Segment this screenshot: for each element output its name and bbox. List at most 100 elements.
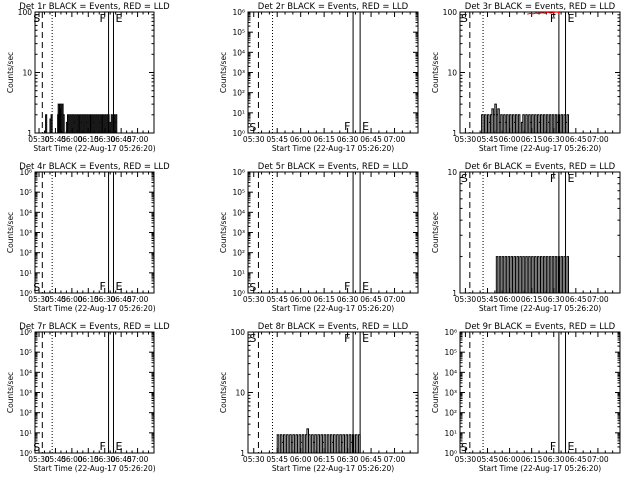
x-tick-label: 05:30 [28, 455, 50, 464]
x-tick-label: 06:15 [313, 295, 335, 304]
y-tick-label: 10¹ [232, 269, 245, 278]
x-tick-label: 06:00 [499, 455, 521, 464]
x-tick-label: 06:30 [94, 135, 116, 144]
x-tick-label: 06:45 [110, 295, 132, 304]
e-marker-label: E [568, 12, 575, 25]
x-tick-label: 06:00 [499, 135, 521, 144]
y-axis-label: Counts/sec [6, 372, 15, 413]
plot-frame [34, 331, 155, 454]
x-tick-label: 06:00 [61, 295, 83, 304]
lld-series [527, 11, 560, 15]
y-axis-label: Counts/sec [219, 372, 228, 413]
x-tick-label: 07:00 [384, 135, 406, 144]
y-tick-label: 10² [232, 89, 245, 98]
y-tick-label: 10 [22, 69, 32, 78]
panel-det-1: Det 1r BLACK = Events, RED = LLD 1 10 100 Co… [6, 2, 170, 153]
x-tick-label: 05:30 [243, 135, 265, 144]
x-tick-label: 05:30 [455, 135, 477, 144]
y-axis-label: Counts/sec [431, 212, 440, 253]
start-marker-label: S [33, 12, 40, 25]
x-tick-label: 05:45 [266, 295, 288, 304]
e-marker-label: E [362, 332, 369, 345]
x-tick-label: 06:45 [360, 135, 382, 144]
x-axis-label: Start Time (22-Aug-17 05:26:20) [33, 144, 155, 153]
y-tick-label: 10⁰ [444, 449, 457, 458]
e-marker-label: E [115, 280, 122, 293]
x-tick-label: 05:30 [28, 295, 50, 304]
x-tick-label: 06:45 [360, 455, 382, 464]
x-tick-label: 07:00 [587, 455, 609, 464]
y-axis-label: Counts/sec [6, 52, 15, 93]
f-marker-label: F [550, 440, 556, 453]
x-tick-label: 06:30 [94, 295, 116, 304]
y-tick-label: 10⁵ [19, 188, 32, 197]
f-marker-label: F [344, 280, 350, 293]
start-marker-label: S [461, 172, 468, 185]
x-tick-label: 06:30 [543, 295, 565, 304]
panel-title: Det 5r BLACK = Events, RED = LLD [258, 162, 409, 172]
x-tick-label: 06:45 [565, 295, 587, 304]
e-marker-label: E [115, 440, 122, 453]
y-tick-label: 10⁶ [19, 328, 32, 337]
x-tick-label: 06:30 [337, 455, 359, 464]
panel-det-6: Det 6r BLACK = Events, RED = LLD 1 10 Count… [431, 162, 621, 313]
y-tick-label: 10⁴ [232, 48, 245, 57]
x-tick-label: 06:00 [499, 295, 521, 304]
y-tick-label: 1 [27, 129, 32, 138]
panel-title: Det 3r BLACK = Events, RED = LLD [465, 2, 616, 12]
x-tick-label: 05:45 [45, 455, 67, 464]
x-tick-label: 06:00 [61, 455, 83, 464]
start-marker-label: S [249, 121, 256, 134]
panel-title: Det 2r BLACK = Events, RED = LLD [258, 2, 409, 12]
x-tick-label: 06:30 [543, 455, 565, 464]
y-axis-label: Counts/sec [6, 212, 15, 253]
panel-title: Det 8r BLACK = Events, RED = LLD [258, 322, 409, 332]
x-tick-label: 06:15 [313, 135, 335, 144]
y-tick-label: 10⁵ [232, 188, 245, 197]
y-tick-label: 10 [447, 69, 457, 78]
e-marker-label: E [568, 440, 575, 453]
y-tick-label: 10³ [19, 229, 32, 238]
panel-title: Det 1r BLACK = Events, RED = LLD [19, 2, 170, 12]
x-tick-label: 07:00 [127, 135, 149, 144]
panel-det-9: Det 9r BLACK = Events, RED = LLD 10⁰ 10¹ 10… [431, 322, 621, 473]
x-tick-label: 06:15 [77, 295, 99, 304]
f-marker-label: F [344, 332, 350, 345]
x-tick-label: 06:30 [94, 455, 116, 464]
panel-det-2: Det 2r BLACK = Events, RED = LLD 10⁰ 10¹ 10… [219, 2, 419, 153]
x-tick-label: 07:00 [587, 295, 609, 304]
y-tick-label: 10⁰ [232, 129, 245, 138]
panel-det-7: Det 7r BLACK = Events, RED = LLD 10⁰ 10¹ 10… [6, 322, 170, 473]
plot-frame [459, 331, 621, 454]
x-tick-label: 05:45 [45, 135, 67, 144]
start-marker-label: S [461, 441, 468, 454]
events-series [45, 103, 118, 134]
x-tick-label: 06:15 [77, 455, 99, 464]
x-tick-label: 06:45 [360, 295, 382, 304]
x-axis-label: Start Time (22-Aug-17 05:26:20) [272, 144, 394, 153]
x-tick-label: 05:30 [28, 135, 50, 144]
y-axis-label: Counts/sec [431, 372, 440, 413]
y-tick-label: 10² [444, 409, 457, 418]
x-tick-label: 05:30 [243, 455, 265, 464]
e-marker-label: E [115, 12, 122, 25]
x-axis-label: Start Time (22-Aug-17 05:26:20) [33, 464, 155, 473]
plot-frame [247, 171, 419, 294]
x-tick-label: 05:45 [266, 455, 288, 464]
x-tick-label: 07:00 [587, 135, 609, 144]
x-tick-label: 06:45 [110, 455, 132, 464]
x-tick-label: 05:45 [45, 295, 67, 304]
x-tick-label: 06:45 [565, 135, 587, 144]
y-tick-label: 10 [235, 389, 245, 398]
x-tick-label: 06:15 [521, 135, 543, 144]
y-tick-label: 10¹ [19, 269, 32, 278]
y-tick-label: 10⁶ [232, 8, 245, 17]
y-tick-label: 10⁶ [19, 168, 32, 177]
y-tick-label: 10⁵ [19, 348, 32, 357]
events-series [494, 256, 570, 294]
y-tick-label: 10¹ [232, 109, 245, 118]
x-tick-label: 06:15 [521, 295, 543, 304]
plot-frame [34, 171, 155, 294]
x-tick-label: 07:00 [127, 455, 149, 464]
